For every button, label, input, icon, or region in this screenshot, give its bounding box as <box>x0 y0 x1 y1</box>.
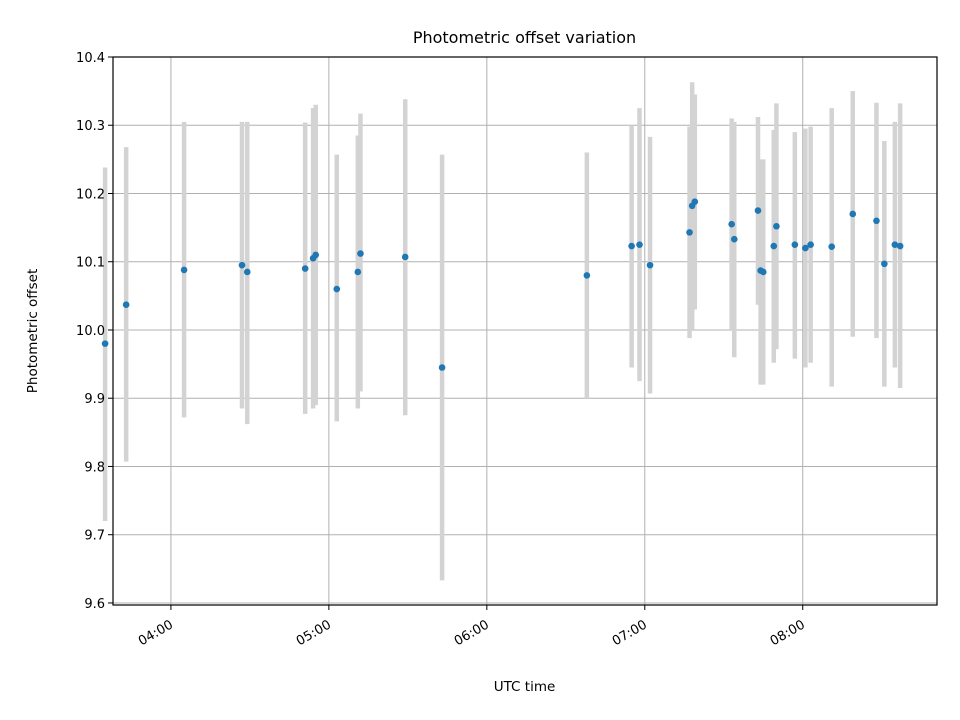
data-point <box>101 340 109 347</box>
data-point <box>770 242 778 250</box>
y-tick-label: 10.4 <box>76 51 105 66</box>
data-point <box>357 250 364 257</box>
data-point <box>646 261 654 269</box>
y-tick-label: 9.7 <box>84 529 105 544</box>
data-point <box>802 244 809 252</box>
data-point <box>301 265 309 272</box>
data-point <box>807 241 814 248</box>
y-tick-label: 9.8 <box>84 460 105 475</box>
data-point <box>730 235 738 243</box>
data-point <box>728 220 735 228</box>
data-point <box>828 243 835 251</box>
data-point <box>333 285 341 293</box>
y-tick-label: 10.1 <box>76 256 105 271</box>
chart-title: Photometric offset variation <box>413 28 636 47</box>
data-point <box>438 364 446 371</box>
data-point <box>243 268 251 276</box>
data-point <box>238 261 246 269</box>
data-point <box>881 260 888 268</box>
data-point <box>180 266 188 274</box>
data-point <box>583 272 591 279</box>
y-tick-label: 10.3 <box>76 119 105 134</box>
y-tick-label: 9.6 <box>84 597 105 612</box>
x-axis-label: UTC time <box>494 679 556 695</box>
data-point <box>896 242 904 250</box>
data-point <box>791 241 799 248</box>
data-points <box>101 198 904 371</box>
data-point <box>122 301 130 309</box>
data-point <box>849 210 857 218</box>
data-point <box>628 242 635 250</box>
data-point <box>636 241 643 248</box>
data-point <box>773 222 780 230</box>
y-tick-label: 10.0 <box>76 324 105 339</box>
data-point <box>401 253 409 261</box>
data-point <box>312 251 320 259</box>
data-point <box>759 268 767 276</box>
y-axis-ticks: 9.6 9.7 9.8 9.9 10.0 10.1 10.2 10.3 10.4 <box>76 51 113 612</box>
y-tick-label: 10.2 <box>76 187 105 202</box>
gridlines <box>113 56 937 605</box>
data-point <box>873 217 880 225</box>
y-axis-label: Photometric offset <box>25 269 41 393</box>
data-point <box>354 268 362 276</box>
data-point <box>686 229 693 236</box>
data-point <box>691 198 699 205</box>
data-point <box>891 241 899 248</box>
plot-frame <box>112 56 938 606</box>
y-tick-label: 9.9 <box>84 392 105 407</box>
data-point <box>754 207 762 214</box>
